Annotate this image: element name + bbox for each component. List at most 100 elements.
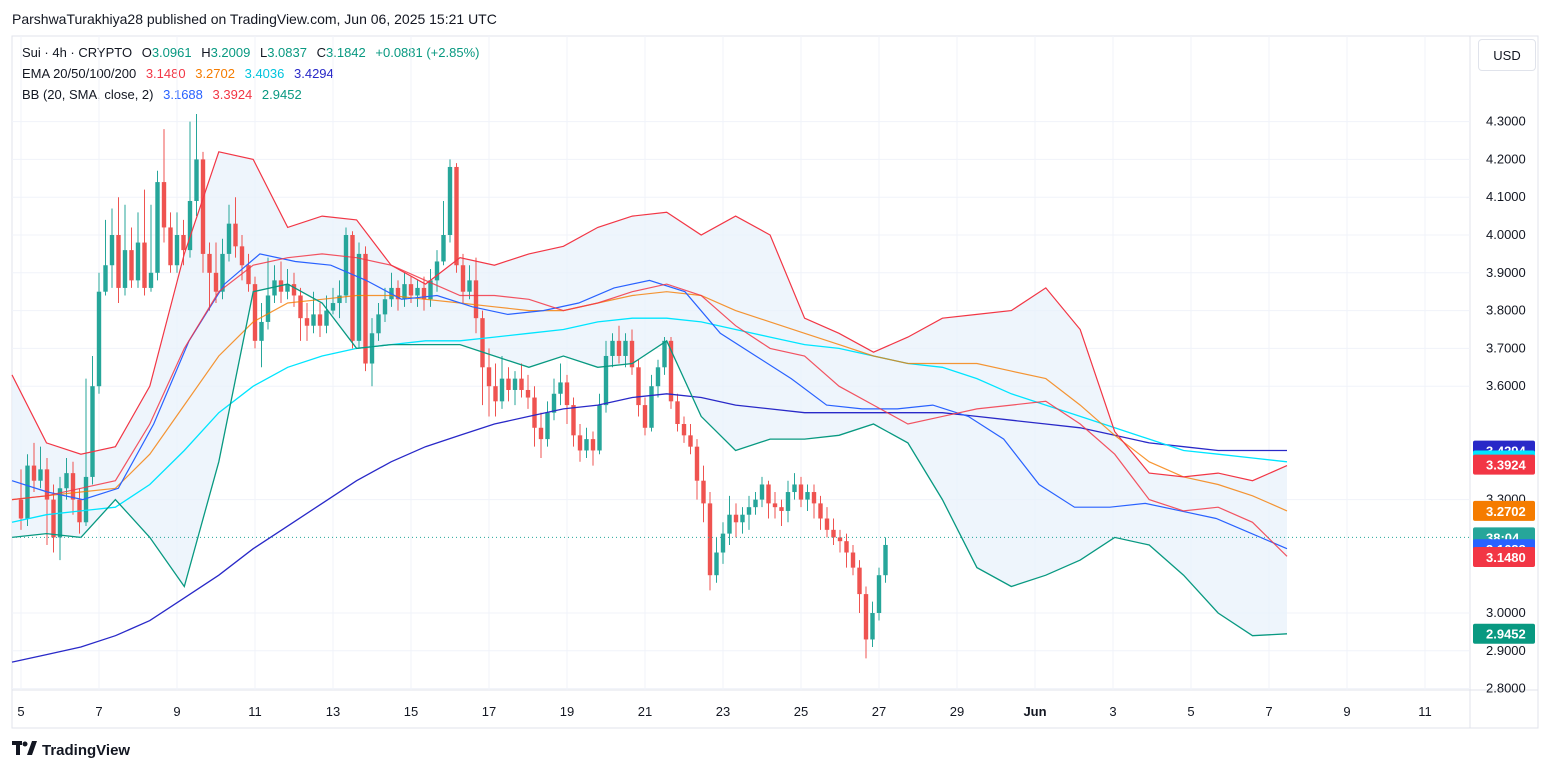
candle-body[interactable] bbox=[746, 507, 752, 515]
candle-body[interactable] bbox=[142, 242, 147, 288]
candle-body[interactable] bbox=[18, 499, 24, 519]
candle-body[interactable] bbox=[766, 484, 771, 504]
candle-body[interactable] bbox=[421, 287, 427, 300]
candle-body[interactable] bbox=[447, 166, 453, 235]
candle-body[interactable] bbox=[603, 355, 609, 406]
candle-body[interactable] bbox=[304, 318, 310, 326]
currency-button[interactable]: USD bbox=[1478, 39, 1536, 71]
candle-body[interactable] bbox=[831, 529, 836, 538]
candle-body[interactable] bbox=[363, 253, 368, 364]
candle-body[interactable] bbox=[298, 295, 303, 319]
candle-body[interactable] bbox=[64, 473, 69, 489]
candle-body[interactable] bbox=[369, 333, 375, 364]
candle-body[interactable] bbox=[590, 439, 596, 451]
candle-body[interactable] bbox=[103, 265, 108, 292]
candle-body[interactable] bbox=[382, 299, 388, 315]
candle-body[interactable] bbox=[454, 166, 459, 266]
candle-body[interactable] bbox=[480, 318, 485, 368]
candle-body[interactable] bbox=[25, 465, 30, 519]
candle-body[interactable] bbox=[597, 405, 602, 451]
candle-body[interactable] bbox=[415, 287, 420, 296]
candle-body[interactable] bbox=[31, 465, 37, 481]
candle-body[interactable] bbox=[337, 295, 342, 304]
candle-body[interactable] bbox=[109, 235, 115, 266]
candle-body[interactable] bbox=[850, 552, 856, 568]
candle-body[interactable] bbox=[246, 265, 251, 285]
candle-body[interactable] bbox=[408, 284, 414, 296]
candle-body[interactable] bbox=[779, 507, 784, 511]
candle-body[interactable] bbox=[792, 484, 797, 493]
candle-body[interactable] bbox=[753, 499, 758, 508]
candle-body[interactable] bbox=[376, 314, 381, 334]
candle-body[interactable] bbox=[675, 401, 680, 424]
tradingview-logo[interactable]: TradingView bbox=[12, 741, 130, 759]
candle-body[interactable] bbox=[577, 435, 583, 451]
candle-body[interactable] bbox=[395, 287, 401, 300]
candle-body[interactable] bbox=[213, 272, 219, 292]
candle-body[interactable] bbox=[610, 340, 615, 356]
candle-body[interactable] bbox=[883, 544, 888, 576]
candle-body[interactable] bbox=[649, 386, 654, 428]
candle-body[interactable] bbox=[226, 223, 232, 254]
candle-body[interactable] bbox=[759, 484, 765, 500]
bb-legend[interactable]: BB (20, SMA, close, 2) 3.1688 3.3924 2.9… bbox=[22, 87, 308, 102]
candle-body[interactable] bbox=[636, 367, 641, 406]
candle-body[interactable] bbox=[551, 393, 557, 413]
candle-body[interactable] bbox=[499, 378, 505, 402]
candle-body[interactable] bbox=[870, 613, 875, 640]
candle-body[interactable] bbox=[662, 340, 667, 368]
candle-body[interactable] bbox=[772, 503, 778, 508]
candle-body[interactable] bbox=[805, 492, 810, 500]
candle-body[interactable] bbox=[512, 378, 518, 390]
candle-body[interactable] bbox=[727, 514, 732, 534]
candle-body[interactable] bbox=[259, 321, 264, 341]
candle-body[interactable] bbox=[402, 284, 407, 300]
candle-body[interactable] bbox=[317, 314, 323, 326]
candle-body[interactable] bbox=[857, 567, 862, 595]
candle-body[interactable] bbox=[116, 235, 121, 288]
candle-body[interactable] bbox=[155, 182, 160, 273]
candle-body[interactable] bbox=[558, 382, 563, 394]
candle-body[interactable] bbox=[207, 253, 212, 273]
candle-body[interactable] bbox=[96, 291, 102, 387]
candle-body[interactable] bbox=[733, 514, 739, 523]
candle-body[interactable] bbox=[818, 503, 823, 519]
candle-body[interactable] bbox=[837, 537, 843, 542]
candle-body[interactable] bbox=[441, 235, 446, 262]
candle-body[interactable] bbox=[291, 284, 297, 296]
candle-body[interactable] bbox=[44, 469, 50, 500]
candle-body[interactable] bbox=[707, 503, 713, 576]
candle-body[interactable] bbox=[434, 261, 440, 281]
candle-body[interactable] bbox=[681, 424, 687, 436]
candle-body[interactable] bbox=[90, 386, 95, 477]
candle-body[interactable] bbox=[564, 382, 570, 406]
candle-body[interactable] bbox=[486, 367, 492, 387]
candle-body[interactable] bbox=[519, 378, 524, 390]
candle-body[interactable] bbox=[148, 272, 154, 288]
candle-body[interactable] bbox=[811, 492, 817, 504]
candle-body[interactable] bbox=[493, 386, 498, 402]
candle-body[interactable] bbox=[122, 250, 128, 288]
candle-body[interactable] bbox=[629, 340, 635, 368]
candle-body[interactable] bbox=[129, 250, 134, 281]
candle-body[interactable] bbox=[785, 492, 791, 511]
candle-body[interactable] bbox=[876, 575, 882, 613]
candle-body[interactable] bbox=[285, 284, 290, 292]
candle-body[interactable] bbox=[239, 246, 245, 266]
candle-body[interactable] bbox=[252, 284, 258, 341]
candle-body[interactable] bbox=[824, 518, 830, 530]
candle-body[interactable] bbox=[844, 541, 849, 553]
candle-body[interactable] bbox=[187, 200, 193, 251]
ema-legend[interactable]: EMA 20/50/100/200 3.1480 3.2702 3.4036 3… bbox=[22, 66, 340, 81]
candle-body[interactable] bbox=[174, 235, 180, 266]
candle-body[interactable] bbox=[70, 473, 76, 500]
candle-body[interactable] bbox=[181, 235, 186, 251]
candle-body[interactable] bbox=[330, 303, 336, 311]
candle-body[interactable] bbox=[694, 446, 700, 481]
candle-body[interactable] bbox=[200, 159, 206, 254]
candle-body[interactable] bbox=[194, 159, 199, 201]
candle-body[interactable] bbox=[168, 227, 173, 266]
candle-body[interactable] bbox=[525, 389, 531, 398]
candle-body[interactable] bbox=[220, 253, 225, 292]
candle-body[interactable] bbox=[506, 378, 511, 390]
